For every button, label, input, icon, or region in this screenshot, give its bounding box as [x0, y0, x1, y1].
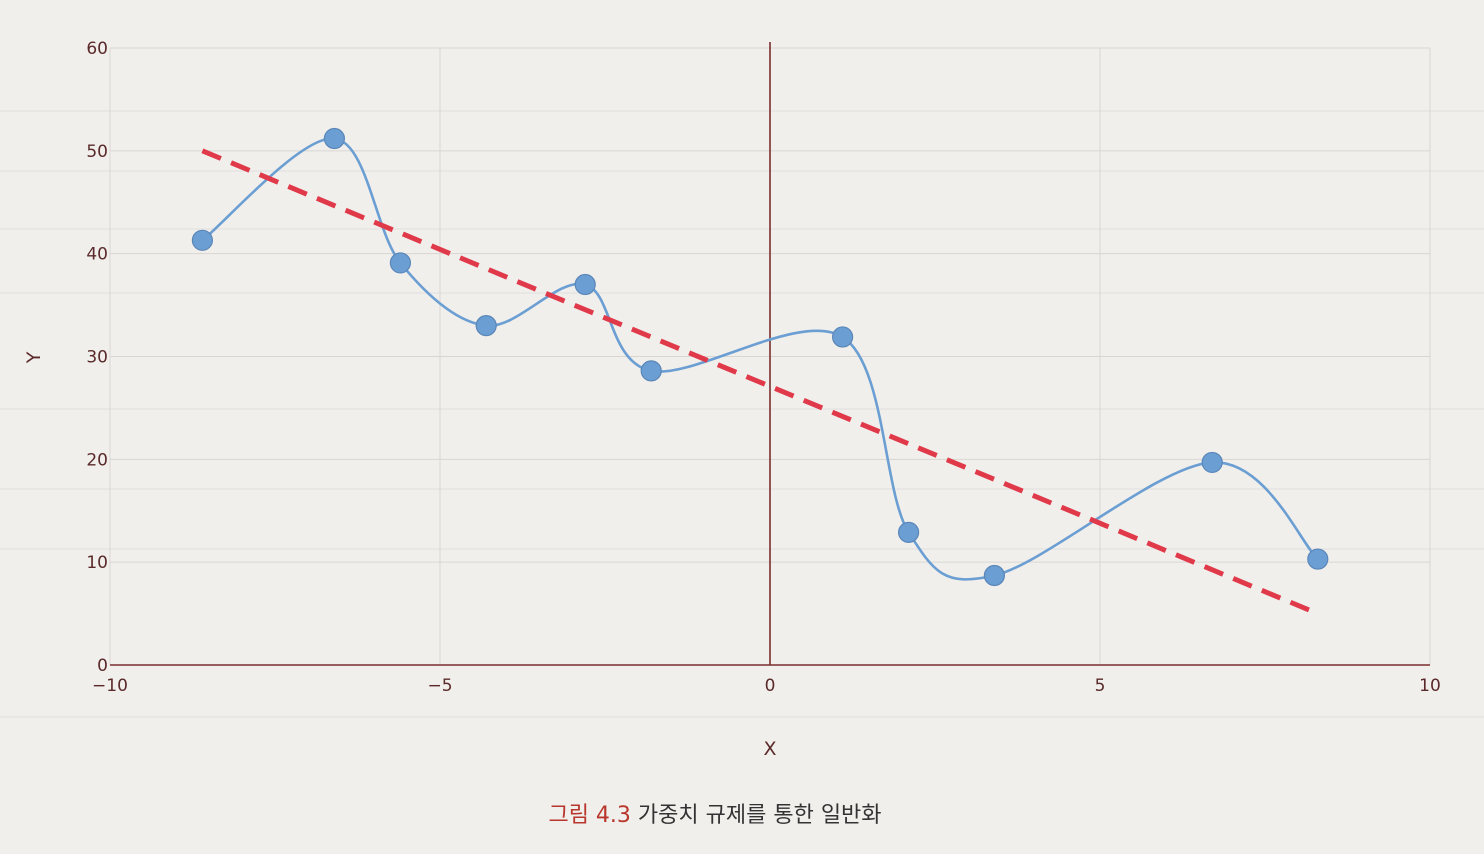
figure-caption-text: 가중치 규제를 통한 일반화 [637, 803, 882, 828]
data-point [191, 229, 213, 251]
background-text-ghost [0, 292, 1484, 294]
x-tick-label: −10 [92, 676, 128, 696]
y-tick-label: 40 [86, 245, 108, 265]
data-point [323, 127, 345, 150]
background-text-ghost [0, 170, 1484, 172]
data-point [831, 326, 854, 348]
x-tick-label: 10 [1419, 676, 1441, 696]
data-point [983, 564, 1006, 587]
y-tick-label: 50 [86, 142, 108, 162]
data-point [897, 521, 920, 543]
data-point [574, 273, 596, 296]
data-point [1201, 451, 1223, 474]
background-text-ghost [0, 488, 1484, 490]
x-tick-label: 5 [1095, 676, 1106, 696]
y-axis-title: Y [23, 351, 45, 364]
axes [110, 42, 1430, 666]
background-text-ghost [0, 548, 1484, 550]
data-point [475, 315, 497, 337]
tick-labels: −10 −5 0 5 10 0 10 20 30 40 50 60 [86, 39, 1440, 696]
background-text-ghost [0, 716, 1484, 718]
y-tick-label: 10 [86, 553, 108, 573]
x-axis-title: X [763, 738, 776, 760]
y-tick-label: 60 [86, 39, 108, 59]
y-tick-label: 0 [97, 656, 108, 676]
x-tick-label: −5 [427, 676, 452, 696]
axis-titles: XY [23, 351, 777, 760]
smooth-fit-curve [201, 137, 1319, 581]
regularized-fit-line [201, 148, 1319, 616]
figure-number: 그림 4.3 [548, 803, 631, 828]
series [191, 127, 1329, 616]
data-point [640, 360, 662, 382]
data-point [1307, 548, 1329, 570]
background-text-ghost [0, 110, 1484, 112]
y-tick-label: 20 [86, 450, 108, 470]
data-point [389, 252, 411, 274]
background-text-ghost [0, 228, 1484, 230]
figure-caption: 그림 4.3 가중치 규제를 통한 일반화 [0, 797, 1430, 829]
background-text-ghost [0, 408, 1484, 410]
x-tick-label: 0 [765, 676, 776, 696]
y-tick-label: 30 [86, 348, 108, 368]
